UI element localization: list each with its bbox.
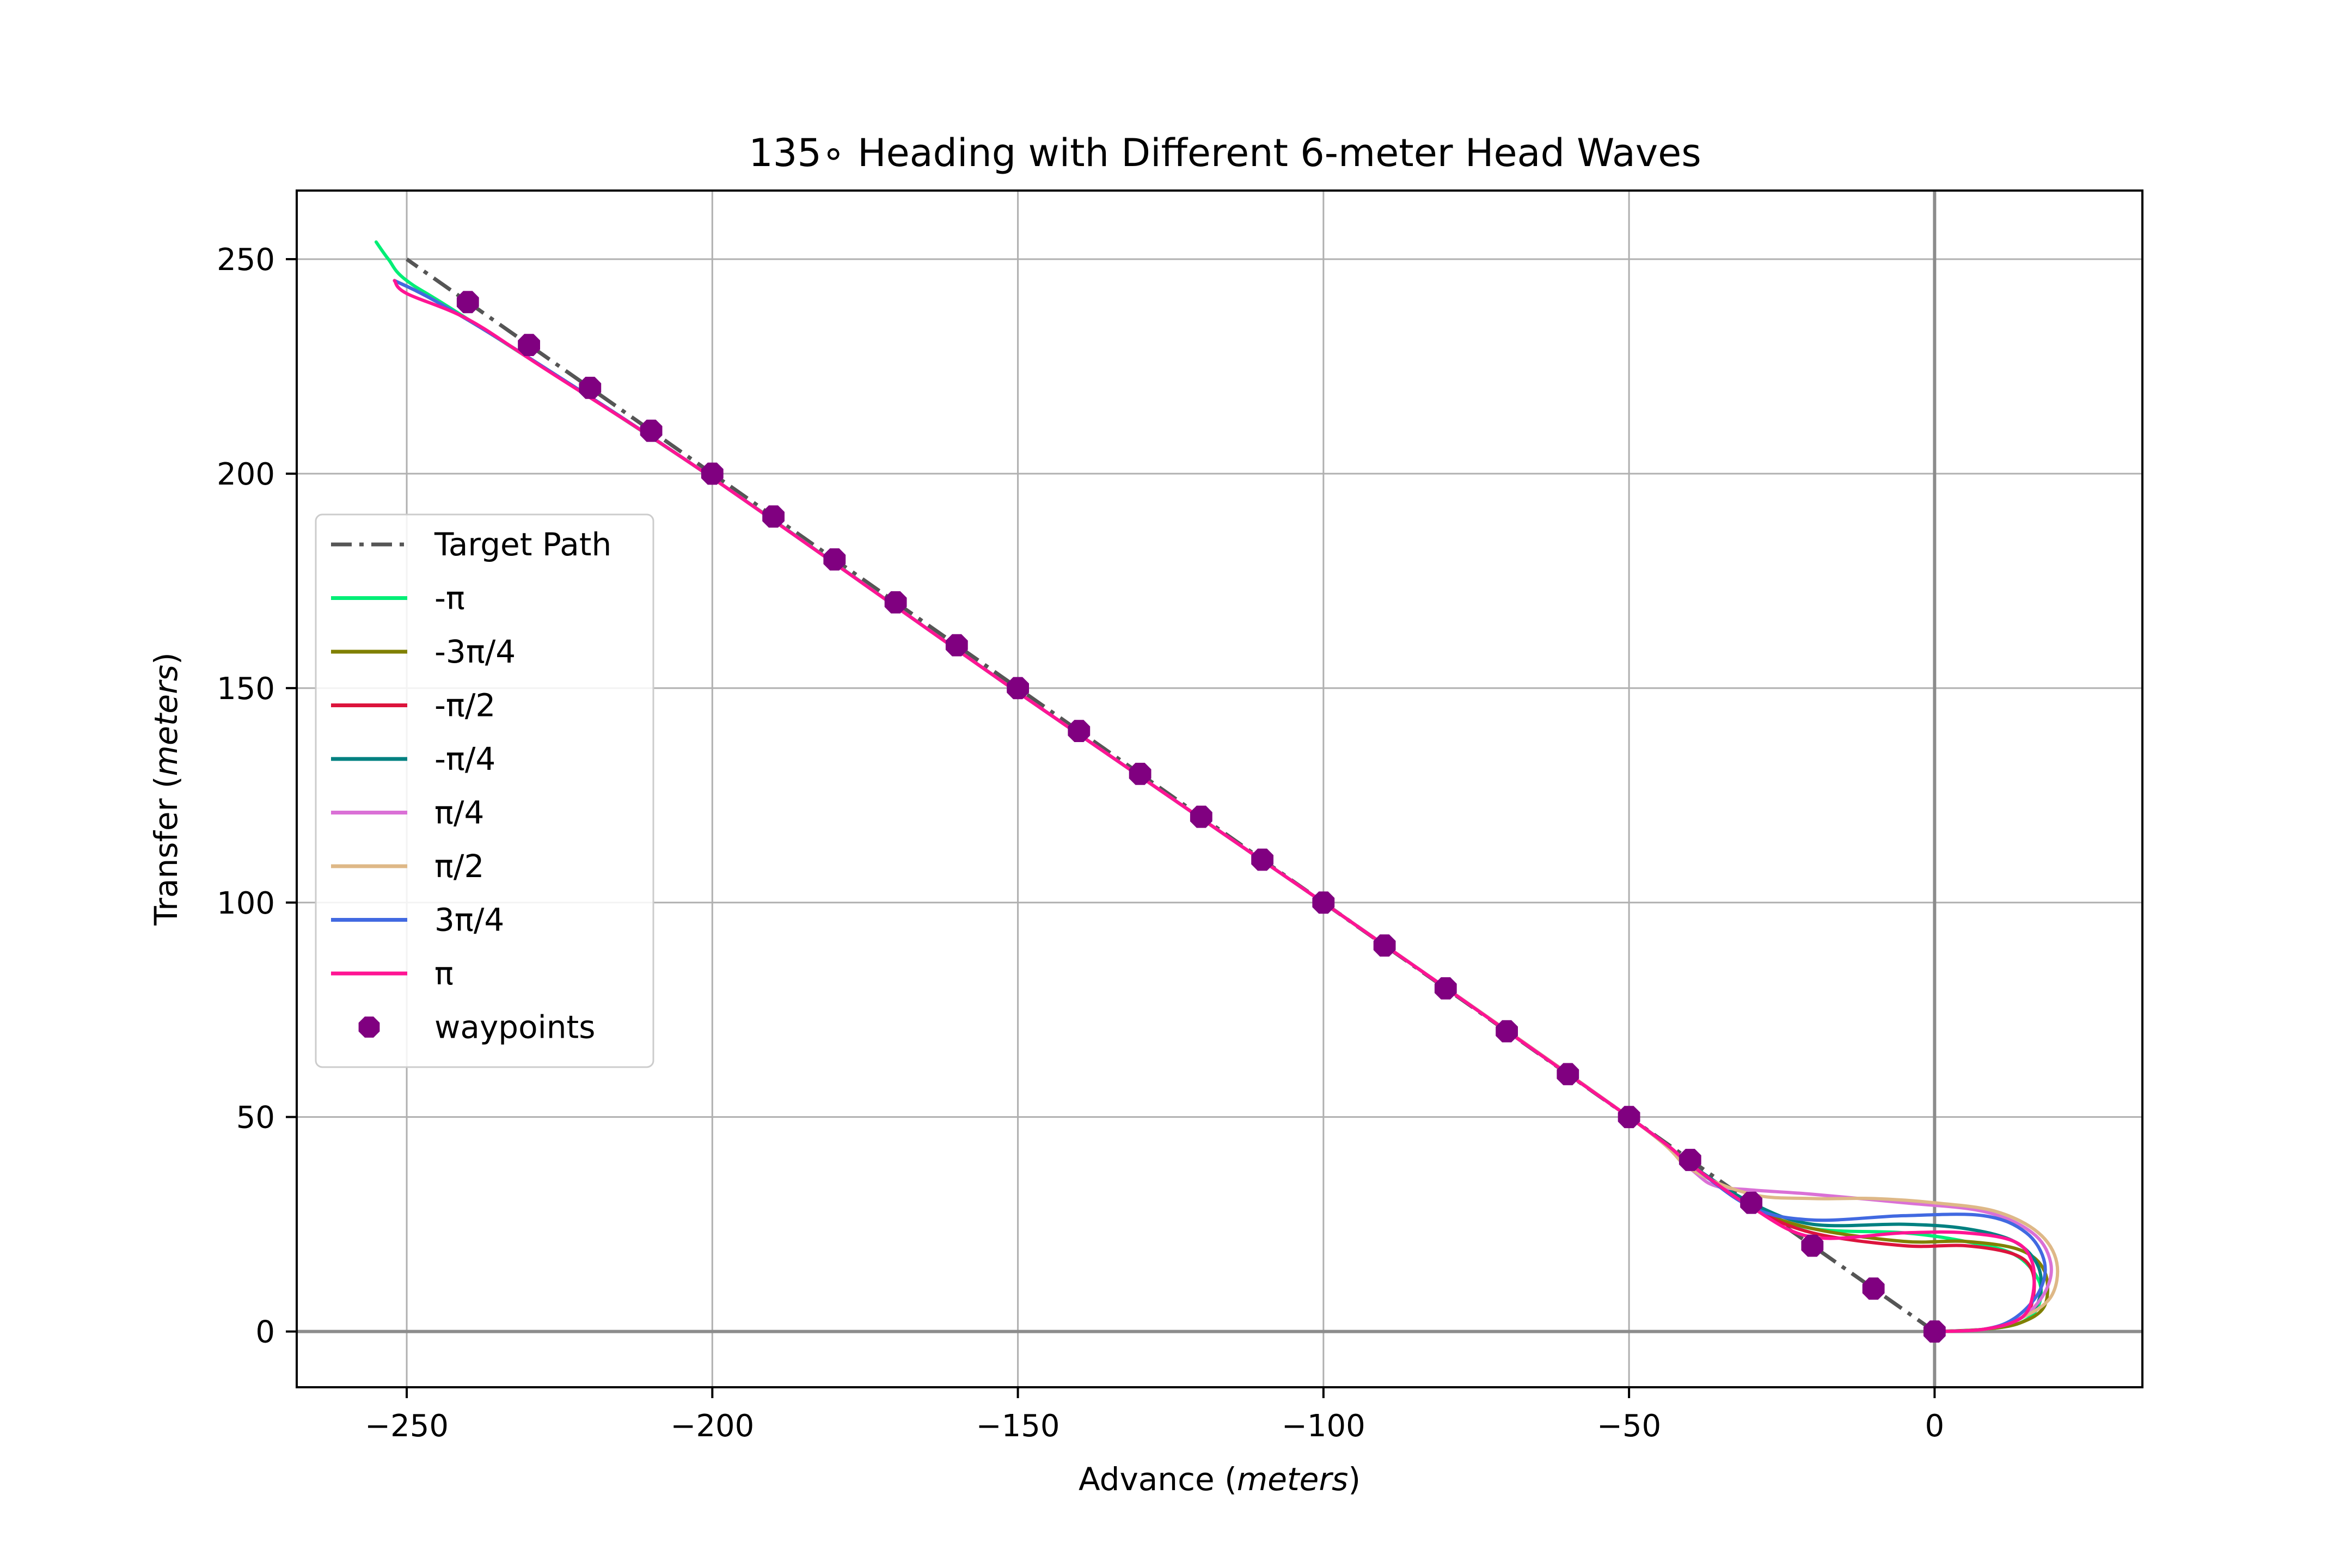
legend-label: -π/4 — [434, 740, 495, 777]
waypoint-marker — [518, 334, 540, 356]
chart-title: 135∘ Heading with Different 6-meter Head… — [749, 131, 1701, 175]
waypoint-marker — [1801, 1234, 1824, 1257]
waypoint-marker — [1129, 763, 1152, 785]
axis-ticks: −250 −200 −150 −100 −50 0 0 50 100 150 200 250 — [217, 242, 1944, 1444]
y-tick-label: 100 — [217, 886, 275, 921]
legend-label: π/4 — [434, 794, 484, 831]
y-tick-label: 200 — [217, 457, 275, 492]
legend: Target Path -π -3π/4 -π/2 -π/4 π/4 π/2 3π/4 π way… — [315, 513, 654, 1068]
x-axis-label: Advance (meters) — [1079, 1461, 1361, 1498]
waypoint-marker — [1251, 848, 1273, 871]
series-line-7 — [393, 279, 2036, 1333]
waypoint-marker — [1557, 1063, 1579, 1086]
target-path-line — [406, 258, 1936, 1333]
legend-entry: 3π/4 — [331, 902, 504, 939]
waypoint-marker — [1007, 677, 1029, 700]
zero-reference-lines — [297, 191, 2142, 1387]
waypoint-marker — [1740, 1191, 1762, 1214]
waypoint-marker — [456, 291, 479, 314]
waypoint-marker — [1679, 1149, 1701, 1171]
y-tick-label: 150 — [217, 671, 275, 707]
waypoint-marker — [823, 548, 846, 571]
legend-label: π/2 — [434, 848, 484, 885]
waypoint-marker — [701, 462, 724, 485]
legend-label: -π — [434, 580, 465, 617]
waypoint-marker — [945, 634, 968, 657]
legend-swatch — [358, 1016, 380, 1038]
waypoint-marker — [1434, 977, 1457, 1000]
legend-entry: -π — [331, 580, 465, 617]
legend-entry: Target Path — [331, 526, 611, 563]
waypoint-marker — [1190, 805, 1212, 828]
x-tick-label: −150 — [976, 1408, 1060, 1444]
waypoint-marker — [762, 505, 785, 528]
x-tick-label: 0 — [1925, 1408, 1945, 1444]
waypoint-marker — [640, 419, 663, 442]
legend-label: -π/2 — [434, 687, 495, 724]
waypoint-marker — [1496, 1020, 1518, 1043]
x-tick-label: −50 — [1597, 1408, 1661, 1444]
x-tick-label: −200 — [670, 1408, 754, 1444]
waypoint-marker — [1312, 891, 1335, 914]
waypoint-marker — [579, 377, 602, 399]
legend-label: Target Path — [434, 526, 611, 563]
y-axis-label: Transfer (meters) — [148, 652, 185, 926]
legend-label: -3π/4 — [434, 633, 516, 670]
legend-entry: π — [331, 955, 454, 992]
legend-entry: waypoints — [358, 1009, 595, 1046]
waypoint-marker — [1923, 1320, 1946, 1343]
legend-entry: π/2 — [331, 848, 484, 885]
y-tick-label: 0 — [255, 1315, 275, 1350]
waypoint-marker — [884, 591, 907, 614]
waypoint-marker — [1373, 934, 1396, 957]
legend-label: 3π/4 — [434, 902, 504, 939]
waypoint-marker — [1618, 1106, 1640, 1129]
legend-entry: -π/2 — [331, 687, 495, 724]
y-tick-label: 250 — [217, 242, 275, 278]
legend-label: waypoints — [434, 1009, 595, 1046]
x-tick-label: −250 — [365, 1408, 449, 1444]
waypoint-marker — [1068, 720, 1091, 742]
waypoint-marker — [1862, 1277, 1885, 1300]
legend-label: π — [434, 955, 454, 992]
legend-entry: -3π/4 — [331, 633, 516, 670]
x-tick-label: −100 — [1282, 1408, 1365, 1444]
plot-frame — [296, 189, 2143, 1388]
plot-data-area — [374, 240, 2060, 1343]
y-tick-label: 50 — [236, 1100, 275, 1136]
legend-entry: π/4 — [331, 794, 484, 831]
legend-entry: -π/4 — [331, 740, 495, 777]
